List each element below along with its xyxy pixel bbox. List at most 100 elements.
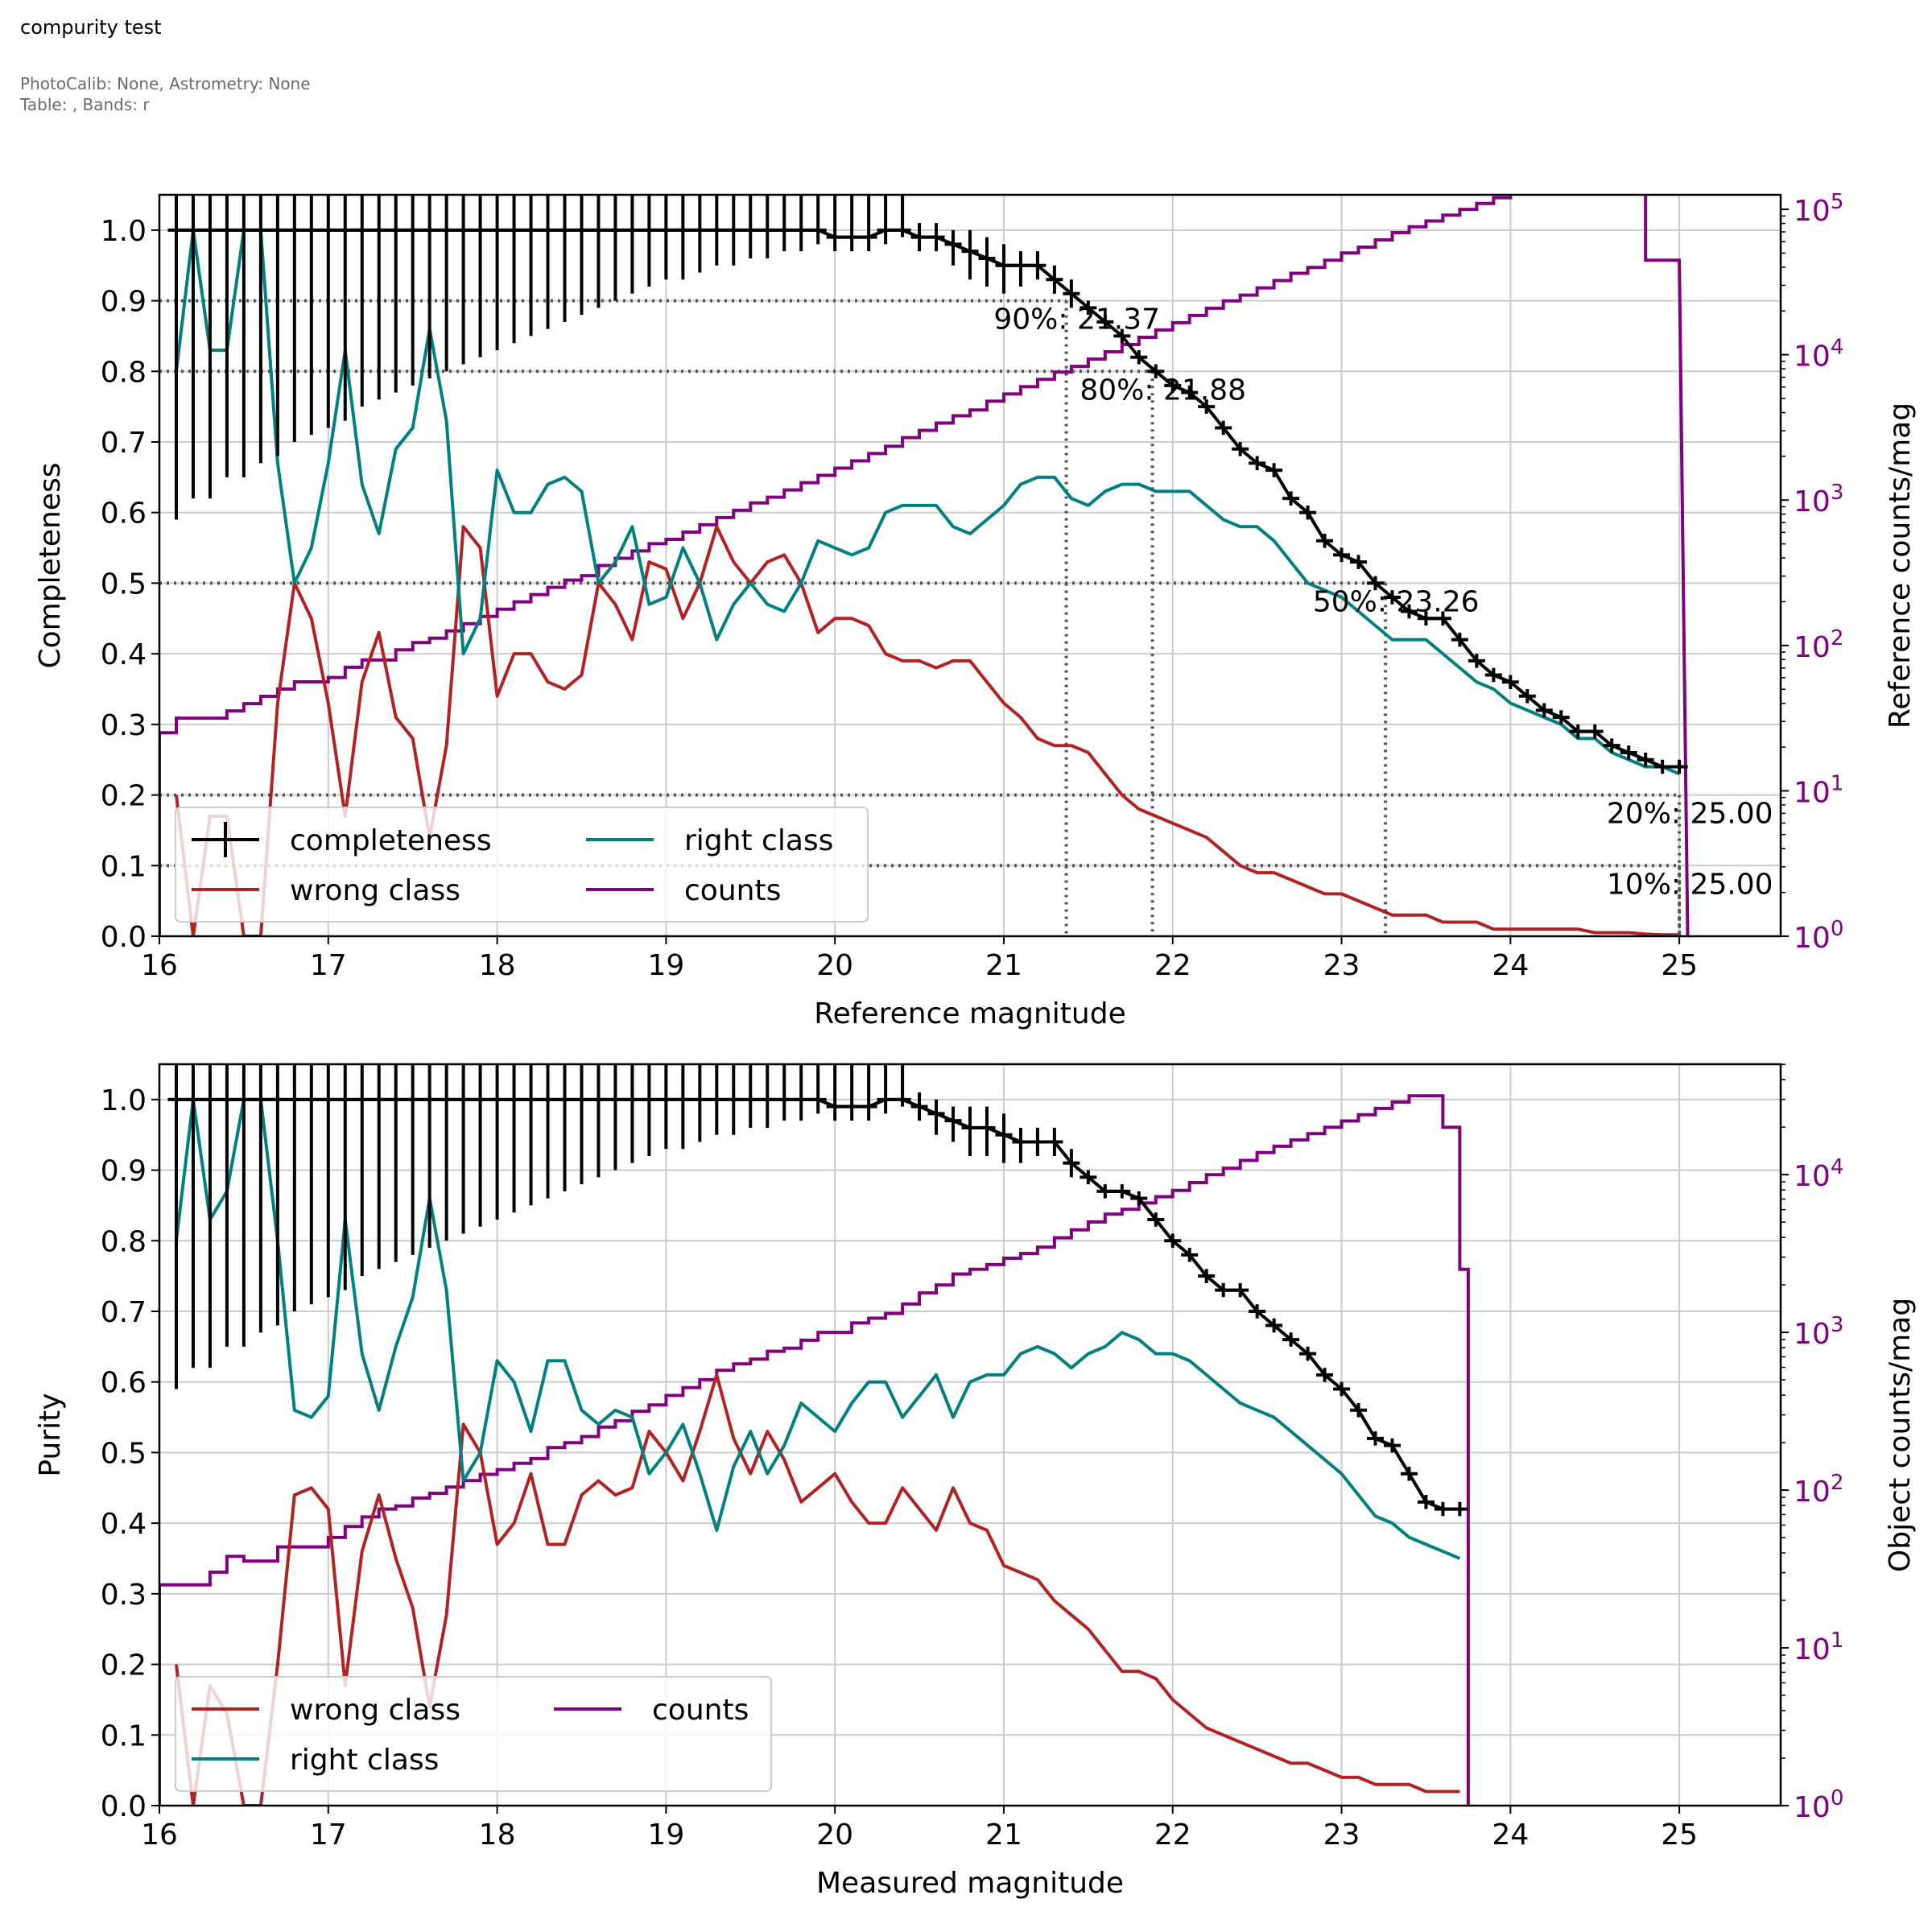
y-tick-label: 0.4	[101, 1508, 147, 1541]
legend-label-wrong_class: wrong class	[290, 874, 460, 907]
legend-label-counts: counts	[684, 874, 781, 907]
legend-label-right_class: right class	[684, 824, 833, 857]
x-tick-label: 20	[816, 949, 853, 982]
legend-label-completeness: completeness	[290, 824, 492, 857]
y-tick-label: 0.3	[101, 1579, 147, 1612]
x-tick-label: 20	[816, 1818, 853, 1852]
x-tick-label: 19	[647, 949, 684, 982]
legend: completeness right class wrong class counts	[175, 807, 869, 923]
legend-box	[175, 1676, 772, 1792]
y-tick-label: 0.7	[101, 1296, 147, 1329]
x-tick-label: 22	[1154, 949, 1191, 982]
x-axis-ticks: 16 17 18 19 20 21 22 23 24 25	[141, 1806, 1698, 1852]
y-tick-label: 0.0	[101, 1790, 147, 1823]
y-tick-label: 0.6	[101, 497, 147, 530]
legend-label-right_class: right class	[290, 1744, 439, 1777]
y-axis-label: Completeness	[34, 463, 67, 669]
y2-axis-ticks: 100 101 102 103 104	[1781, 1063, 1843, 1824]
y2-tick-label: 103	[1794, 481, 1843, 518]
y2-tick-label: 103	[1794, 1313, 1843, 1351]
x-axis-label: Reference magnitude	[814, 997, 1125, 1030]
x-tick-label: 21	[985, 1818, 1022, 1852]
x-tick-label: 24	[1492, 949, 1529, 982]
y2-axis-label: Reference counts/mag	[1884, 402, 1917, 729]
legend-label-counts: counts	[652, 1694, 749, 1727]
y-tick-label: 0.5	[101, 1437, 147, 1470]
x-tick-label: 21	[985, 949, 1022, 982]
x-tick-label: 16	[141, 949, 178, 982]
y2-tick-label: 101	[1794, 1629, 1843, 1666]
y-tick-label: 1.0	[101, 215, 147, 248]
x-tick-label: 23	[1323, 1818, 1360, 1852]
y-tick-label: 0.9	[101, 1155, 147, 1188]
axes-frame	[158, 193, 1782, 938]
x-tick-label: 25	[1661, 1818, 1698, 1852]
x-tick-label: 19	[647, 1818, 684, 1852]
y2-tick-label: 100	[1794, 1786, 1843, 1824]
completeness-line	[176, 1097, 1460, 1511]
threshold-label: 90%: 21.37	[993, 303, 1160, 336]
y2-tick-label: 104	[1794, 1155, 1843, 1193]
y-tick-label: 0.4	[101, 638, 147, 671]
y-axis-ticks: 0.0 0.1 0.2 0.3 0.4 0.5 0.6 0.7 0.8 0.9 1.0	[101, 1084, 159, 1823]
x-tick-label: 17	[310, 949, 347, 982]
series-completeness	[167, 195, 1688, 774]
y2-tick-label: 104	[1794, 336, 1843, 374]
x-tick-label: 18	[479, 949, 516, 982]
plot-area	[159, 195, 1690, 936]
y-axis-ticks: 0.0 0.1 0.2 0.3 0.4 0.5 0.6 0.7 0.8 0.9 1.0	[101, 215, 159, 954]
threshold-label: 10%: 25.00	[1607, 868, 1773, 901]
figure-subtitle-line2: Table: , Bands: r	[20, 95, 150, 114]
y-tick-label: 1.0	[101, 1084, 147, 1117]
y2-tick-label: 102	[1794, 626, 1843, 664]
plot-area	[159, 1064, 1470, 1806]
axes-frame	[158, 1063, 1782, 1807]
y-tick-label: 0.1	[101, 1719, 147, 1752]
legend-box	[175, 807, 869, 923]
y-tick-label: 0.5	[101, 568, 147, 601]
x-tick-label: 17	[310, 1818, 347, 1852]
y-tick-label: 0.7	[101, 427, 147, 460]
chart-panel-bottom: 16 17 18 19 20 21 22 23 24 250.00.10.20.30.40.50.…	[34, 1063, 1917, 1900]
y2-tick-label: 105	[1794, 190, 1843, 228]
y-tick-label: 0.1	[101, 850, 147, 883]
legend: wrong class counts right class	[175, 1676, 772, 1792]
y-tick-label: 0.2	[101, 1649, 147, 1682]
threshold-label: 50%: 23.26	[1313, 585, 1480, 618]
threshold-label: 20%: 25.00	[1607, 798, 1773, 831]
x-tick-label: 25	[1661, 949, 1698, 982]
y-tick-label: 0.6	[101, 1367, 147, 1400]
x-axis-label: Measured magnitude	[816, 1867, 1124, 1900]
series-right-class	[175, 228, 1680, 776]
x-tick-label: 24	[1492, 1818, 1529, 1852]
series-completeness	[167, 1064, 1468, 1517]
figure-subtitle-line1: PhotoCalib: None, Astrometry: None	[20, 74, 311, 93]
y-tick-label: 0.8	[101, 356, 147, 389]
series-right-class	[175, 1097, 1461, 1560]
y2-tick-label: 101	[1794, 771, 1843, 809]
threshold-label: 80%: 21.88	[1080, 374, 1246, 407]
x-tick-label: 23	[1323, 949, 1360, 982]
y-axis-label: Purity	[34, 1393, 67, 1476]
y2-tick-label: 102	[1794, 1471, 1843, 1509]
y2-tick-label: 100	[1794, 917, 1843, 955]
x-axis-ticks: 16 17 18 19 20 21 22 23 24 25	[141, 936, 1698, 982]
y-tick-label: 0.8	[101, 1225, 147, 1258]
series-counts	[159, 1094, 1470, 1806]
x-tick-label: 16	[141, 1818, 178, 1852]
y2-axis-label: Object counts/mag	[1884, 1298, 1917, 1572]
x-tick-label: 22	[1154, 1818, 1191, 1852]
y-tick-label: 0.0	[101, 921, 147, 954]
series-wrong-class	[175, 1373, 1460, 1806]
y-tick-label: 0.9	[101, 286, 147, 319]
completeness-line	[176, 228, 1680, 769]
legend-label-wrong_class: wrong class	[290, 1694, 460, 1727]
series-counts	[159, 195, 1690, 936]
x-tick-label: 18	[479, 1818, 516, 1852]
y-tick-label: 0.3	[101, 709, 147, 742]
figure-title: compurity test	[20, 16, 162, 39]
y2-axis-ticks: 100 101 102 103 104 105	[1781, 190, 1843, 955]
y-tick-label: 0.2	[101, 780, 147, 813]
chart-panel-top: 90%: 21.37 80%: 21.88 50%: 23.26 20%: 25.00…	[34, 190, 1917, 1030]
